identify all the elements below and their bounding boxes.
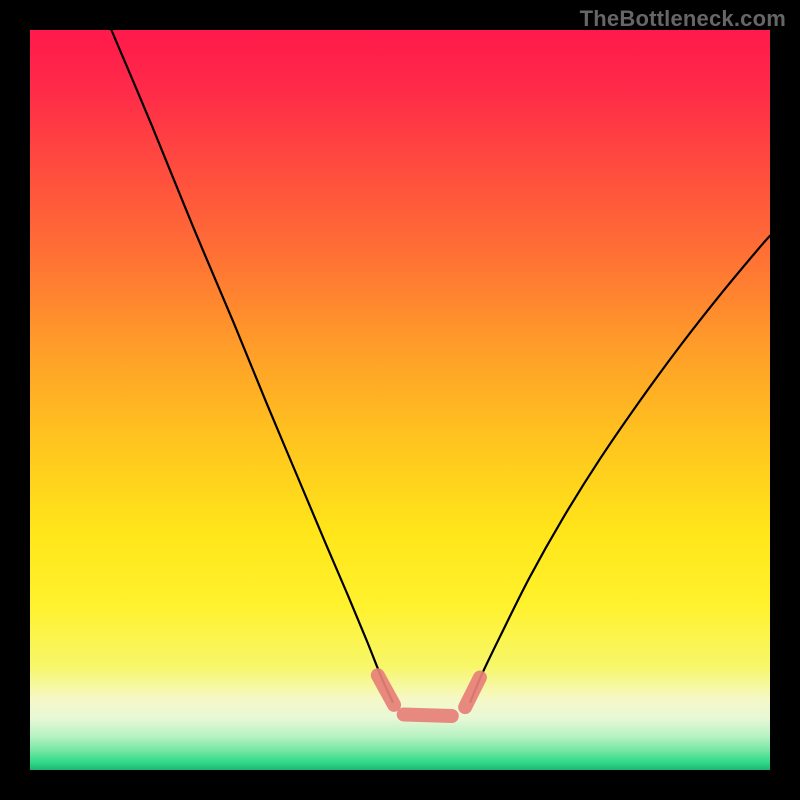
chart-frame: TheBottleneck.com (0, 0, 800, 800)
accent-segment-2 (404, 715, 452, 716)
gradient-background (30, 30, 770, 770)
bottleneck-chart (30, 30, 770, 770)
watermark-label: TheBottleneck.com (580, 6, 786, 32)
